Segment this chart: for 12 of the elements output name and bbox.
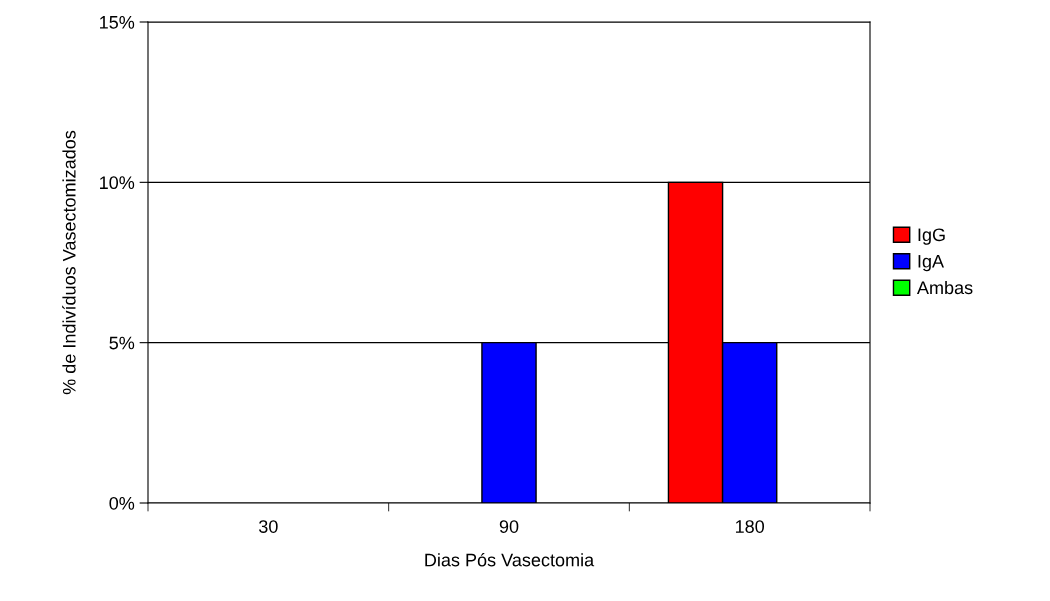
x-axis-title: Dias Pós Vasectomia [425, 552, 595, 567]
y-axis-title: % de Indivíduos Vasectomizados [62, 130, 76, 395]
legend-label: IgA [918, 255, 945, 272]
y-tick-label: 10% [100, 176, 135, 190]
legend-label: Ambas [916, 280, 973, 295]
x-tick-label: 30 [258, 520, 278, 533]
y-tick-label: 5% [109, 336, 135, 350]
y-tick-label: 0% [109, 496, 135, 510]
legend-label: IgG [918, 228, 945, 245]
x-tick-label: 180 [735, 520, 765, 533]
x-tick-label: 90 [499, 520, 519, 533]
y-tick-label: 15% [100, 16, 135, 29]
